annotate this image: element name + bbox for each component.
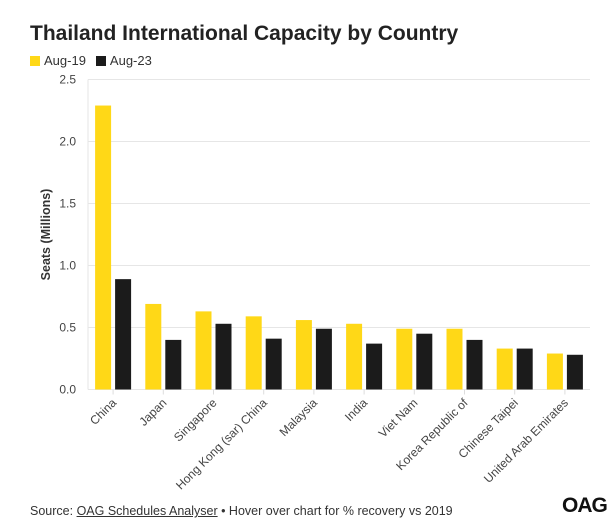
bar-aug-19[interactable] <box>546 353 563 390</box>
bar-aug-23[interactable] <box>165 339 182 390</box>
x-tick-label: Singapore <box>171 395 220 444</box>
source-link[interactable]: OAG Schedules Analyser <box>76 504 218 518</box>
bar-aug-19[interactable] <box>95 105 112 390</box>
legend-item-aug-19[interactable]: Aug-19 <box>30 53 86 68</box>
bar-aug-19[interactable] <box>396 328 413 390</box>
bar-aug-19[interactable] <box>245 316 262 390</box>
chart-title: Thailand International Capacity by Count… <box>30 22 459 45</box>
y-tick-label: 2.5 <box>59 73 76 87</box>
bar-aug-19[interactable] <box>446 328 463 390</box>
bar-aug-19[interactable] <box>145 303 162 390</box>
x-tick-label: India <box>342 395 371 424</box>
y-tick-label: 2.0 <box>59 135 76 149</box>
x-tick-label: Japan <box>136 396 169 429</box>
x-tick-label: Hong Kong (sar) China <box>173 395 270 492</box>
x-tick-label: Viet Nam <box>376 396 421 441</box>
y-tick-label: 1.0 <box>59 259 76 273</box>
y-tick-label: 1.5 <box>59 197 76 211</box>
bar-aug-19[interactable] <box>346 323 363 390</box>
bar-aug-23[interactable] <box>416 333 433 390</box>
legend: Aug-19 Aug-23 <box>30 53 152 68</box>
footer-prefix: Source: <box>30 504 77 518</box>
bar-aug-23[interactable] <box>215 323 232 390</box>
legend-item-aug-23[interactable]: Aug-23 <box>95 53 152 68</box>
legend-label: Aug-23 <box>109 53 152 68</box>
bar-aug-23[interactable] <box>366 343 383 390</box>
x-tick-label: China <box>87 395 119 427</box>
bar-aug-23[interactable] <box>265 338 282 390</box>
x-tick-label: United Arab Emirates <box>481 396 571 486</box>
bar-aug-19[interactable] <box>295 320 312 390</box>
footer: Source: OAG Schedules Analyser • Hover o… <box>30 504 453 518</box>
bar-aug-23[interactable] <box>466 339 483 390</box>
legend-label: Aug-19 <box>44 53 86 68</box>
bar-aug-23[interactable] <box>516 348 533 390</box>
bar-aug-23[interactable] <box>566 354 583 390</box>
bar-aug-23[interactable] <box>315 328 332 390</box>
oag-logo: OAG <box>562 494 608 517</box>
bar-aug-19[interactable] <box>195 311 212 390</box>
bar-aug-23[interactable] <box>115 279 132 390</box>
legend-swatch <box>30 55 40 66</box>
footer-suffix: • Hover over chart for % recovery vs 201… <box>217 504 453 518</box>
y-axis-label: Seats (Millions) <box>39 189 53 281</box>
y-tick-label: 0.5 <box>59 321 76 335</box>
y-tick-label: 0.0 <box>59 383 76 397</box>
bar-aug-19[interactable] <box>496 348 513 390</box>
x-tick-label: Malaysia <box>277 395 321 439</box>
legend-swatch <box>95 55 106 66</box>
